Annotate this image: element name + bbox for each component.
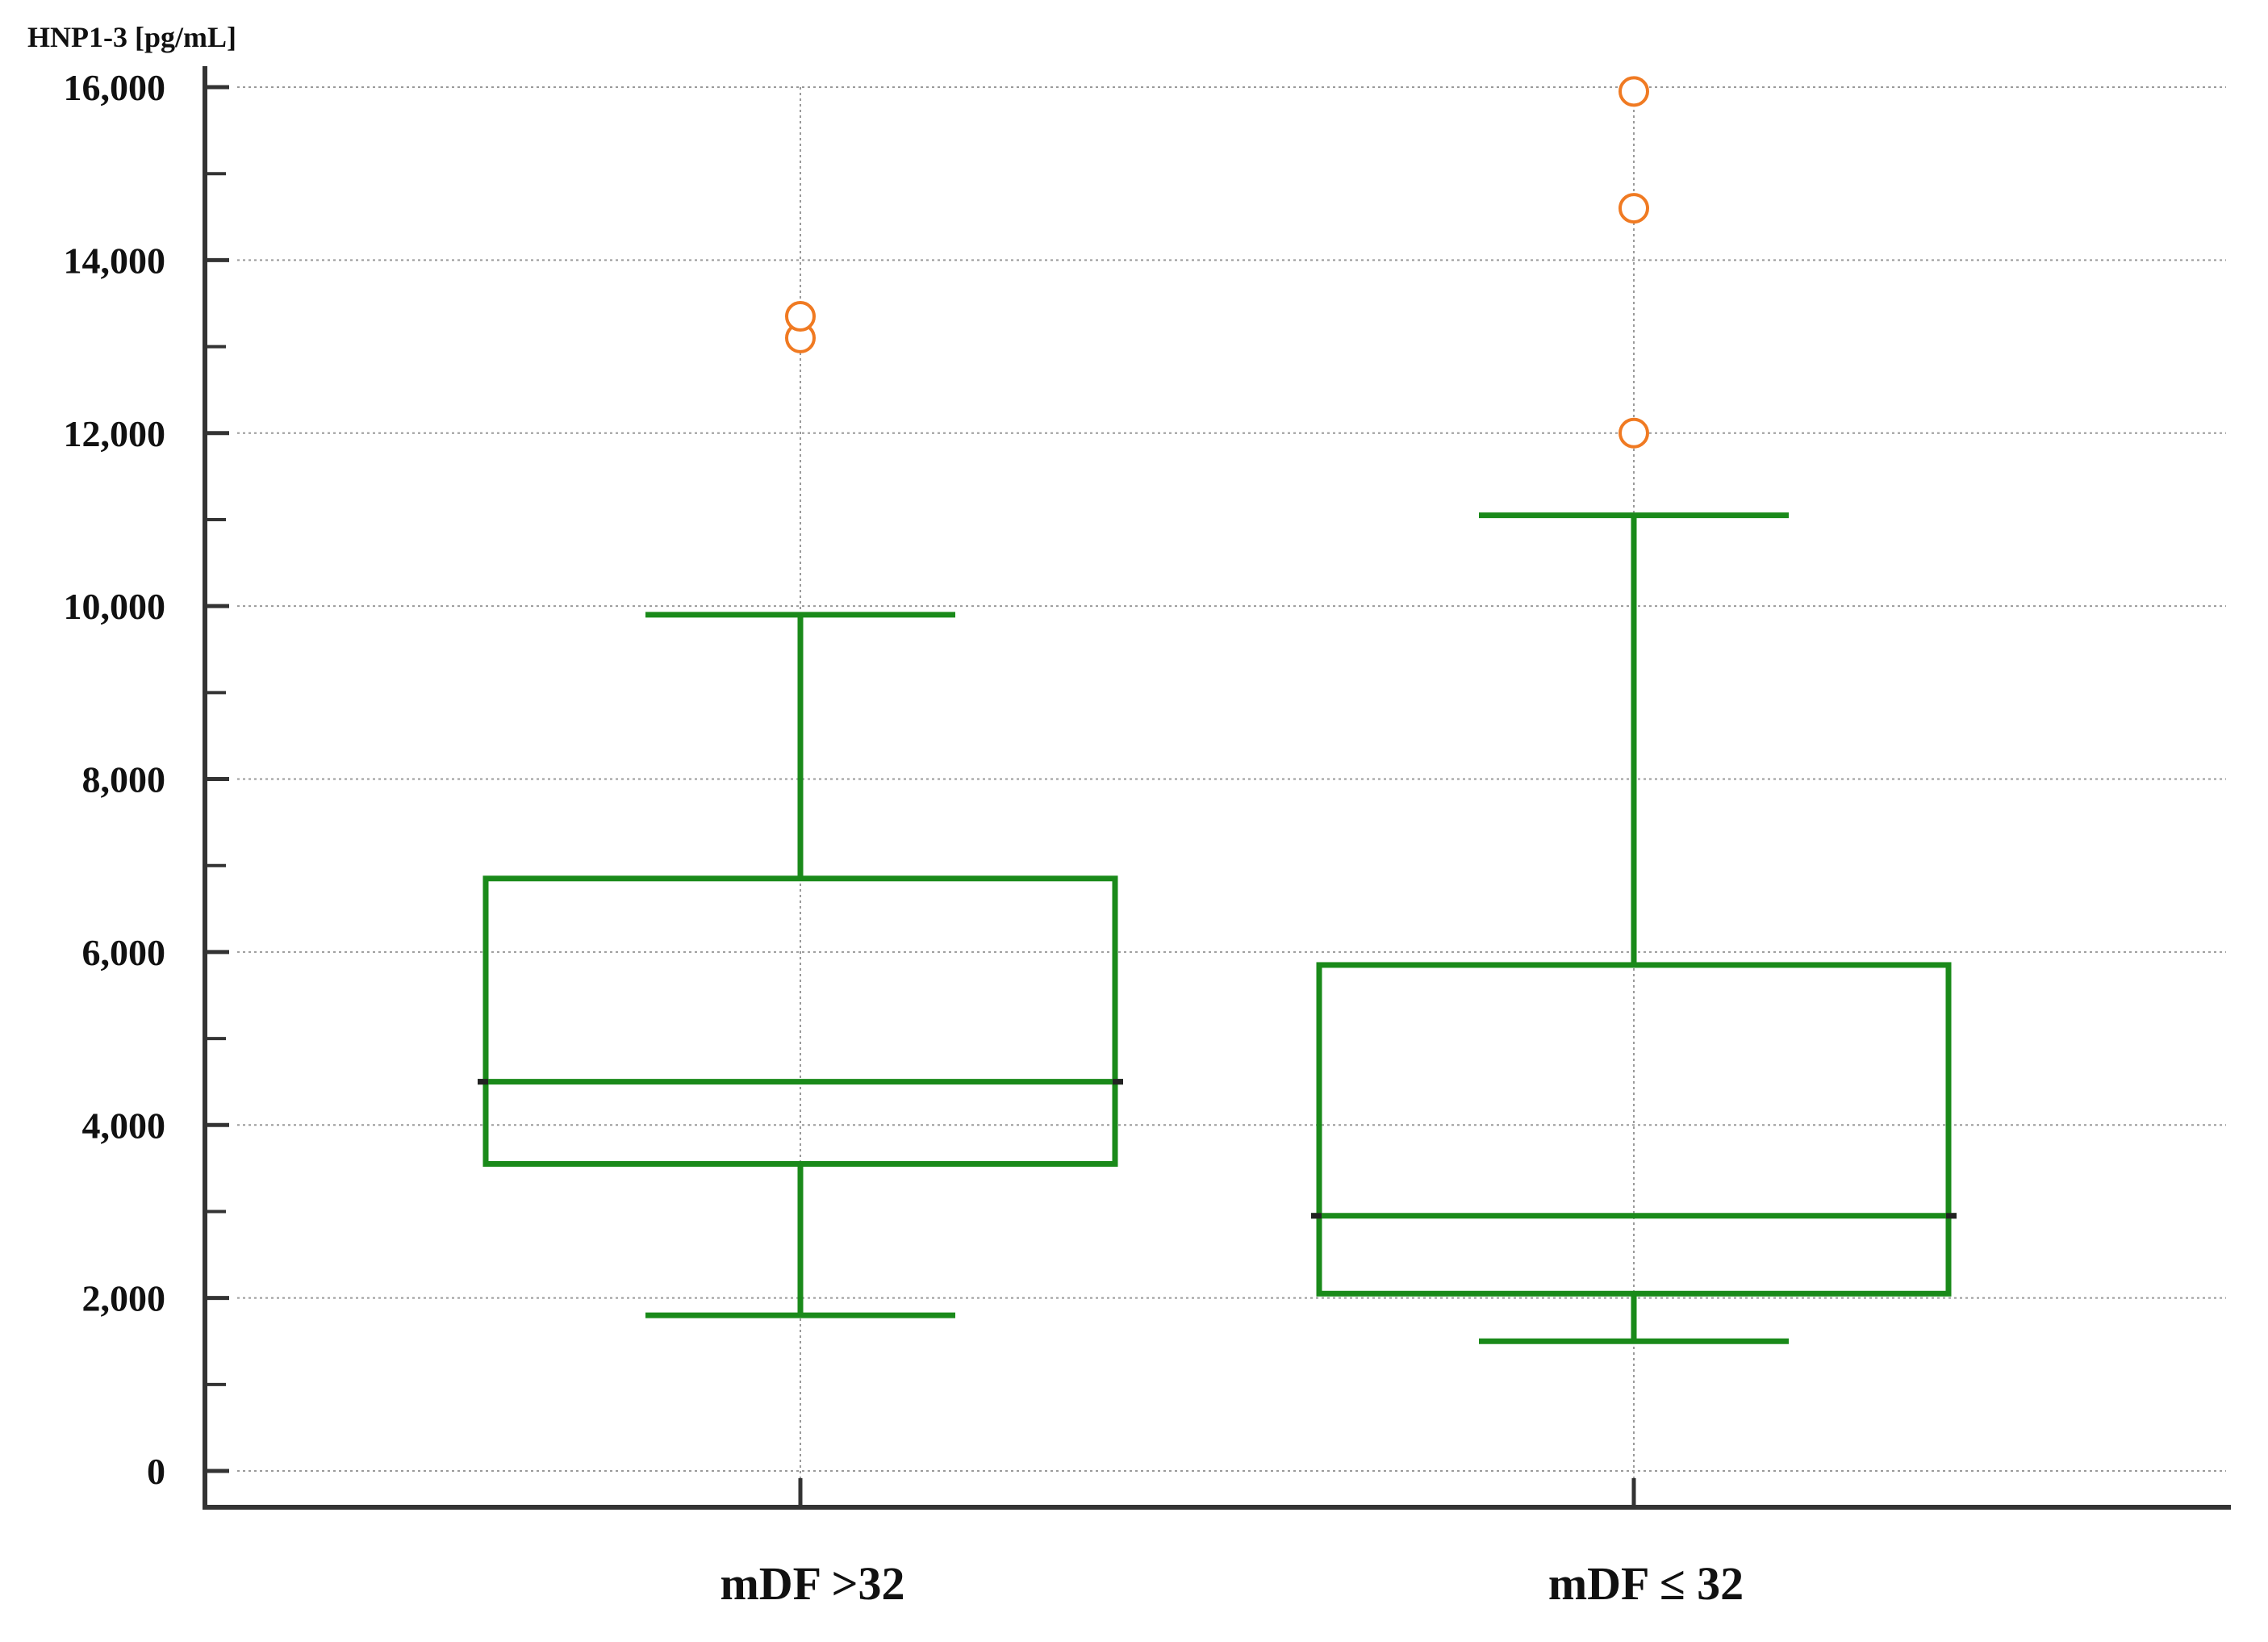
x-tick-label: mDF ≤ 32	[1548, 1557, 1744, 1610]
axes	[203, 66, 2231, 1510]
y-axis-ticks: 0 2,000 4,000 6,000 8,000 10,000 12,000 14,000 1…	[64, 67, 229, 1492]
y-tick-label: 14,000	[64, 240, 166, 281]
y-tick-label: 0	[147, 1451, 165, 1492]
y-tick-label: 6,000	[82, 932, 166, 973]
y-tick-label: 2,000	[82, 1278, 166, 1319]
y-axis-label: HNP1-3 [pg/mL]	[27, 21, 236, 53]
y-tick-label: 10,000	[64, 586, 166, 627]
outlier-point	[1619, 76, 1649, 107]
box-group	[1311, 512, 1957, 1344]
y-tick-label: 8,000	[82, 759, 166, 800]
x-axis-ticks: mDF >32 mDF ≤ 32	[720, 1478, 1744, 1610]
x-tick-label: mDF >32	[720, 1557, 904, 1610]
box-group	[478, 612, 1123, 1318]
outlier-point	[785, 301, 816, 332]
outlier-point	[1619, 193, 1649, 224]
iqr-box	[482, 875, 1118, 1167]
y-tick-label: 4,000	[82, 1105, 166, 1146]
outliers	[785, 76, 1649, 449]
iqr-box	[1316, 962, 1952, 1297]
y-tick-label: 16,000	[64, 67, 166, 108]
outlier-point	[1619, 417, 1649, 449]
boxes	[478, 512, 1957, 1344]
y-tick-label: 12,000	[64, 413, 166, 454]
